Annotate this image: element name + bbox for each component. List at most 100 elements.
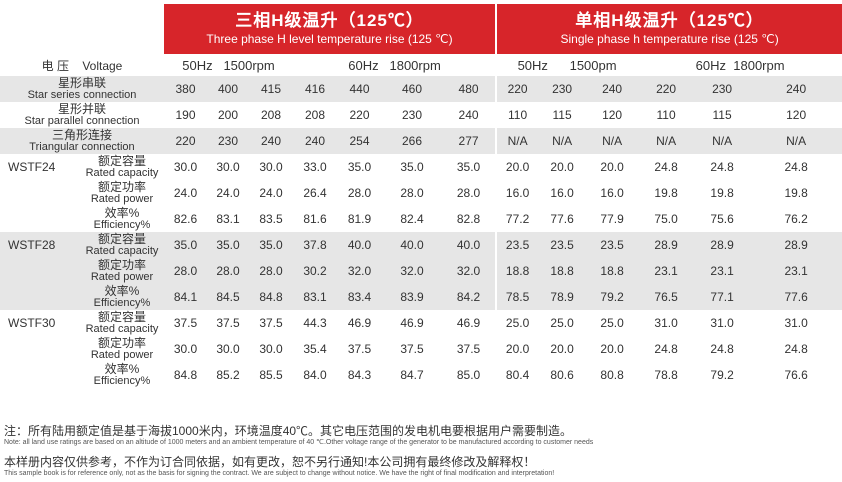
- cell-value: 20.0: [586, 154, 639, 180]
- cell-value: 37.5: [337, 336, 382, 362]
- row-label-zh: 效率%: [104, 362, 140, 376]
- row-label-en: Rated power: [90, 193, 154, 205]
- cell-value: 46.9: [382, 310, 442, 336]
- cell-value: 240: [442, 102, 497, 128]
- cell-value: 85.2: [207, 362, 249, 388]
- cell-value: 82.6: [164, 206, 207, 232]
- row-label-zh: 额定功率: [97, 180, 146, 194]
- cell-value: 77.6: [750, 284, 842, 310]
- cell-value: 28.0: [382, 180, 442, 206]
- cell-value: 16.0: [538, 180, 587, 206]
- row-label: 额定容量 Rated capacity: [80, 310, 164, 336]
- cell-value: 23.1: [750, 258, 842, 284]
- row-label-en: Rated power: [90, 271, 154, 283]
- cell-value: 37.8: [293, 232, 337, 258]
- cell-value: 37.5: [382, 336, 442, 362]
- cell-value: 84.5: [207, 284, 249, 310]
- cell-value: 110: [495, 102, 539, 128]
- cell-value: 30.0: [207, 336, 249, 362]
- model-rows: WSTF24 额定容量 Rated capacity 30.0 30.0 30.0 33.0…: [0, 154, 842, 388]
- cell-value: 31.0: [638, 310, 695, 336]
- row-label: 额定容量 Rated capacity: [80, 154, 164, 180]
- single-phase-header: 单相H级温升（125℃） Single phase h temperature …: [495, 4, 842, 54]
- three-phase-header: 三相H级温升（125℃） Three phase H level tempera…: [164, 4, 497, 54]
- row-label-zh: 三角形连接: [51, 128, 112, 142]
- cell-value: 19.8: [638, 180, 695, 206]
- row-label: 效率% Efficiency%: [80, 284, 164, 310]
- cell-value: 82.8: [442, 206, 497, 232]
- cell-value: 32.0: [382, 258, 442, 284]
- cell-value: 83.4: [337, 284, 382, 310]
- table-row: WSTF24 额定容量 Rated capacity 30.0 30.0 30.0 33.0…: [0, 154, 842, 232]
- row-label-zh: 额定容量: [97, 232, 146, 246]
- cell-value: 83.5: [249, 206, 293, 232]
- cell-value: 24.0: [249, 180, 293, 206]
- row-label-en: Efficiency%: [93, 297, 151, 309]
- row-label-zh: 额定功率: [97, 258, 146, 272]
- cell-value: 110: [638, 102, 695, 128]
- note-2-en: This sample book is for reference only, …: [4, 470, 555, 477]
- cell-value: 46.9: [442, 310, 497, 336]
- cell-value: 480: [442, 76, 497, 102]
- cell-value: N/A: [694, 128, 751, 154]
- cell-value: 220: [164, 128, 207, 154]
- freq-3ph-60: 60Hz 1800rpm: [293, 54, 497, 76]
- row-label-zh: 星形并联: [57, 102, 106, 116]
- cell-value: 28.0: [337, 180, 382, 206]
- cell-value: 30.0: [249, 336, 293, 362]
- single-phase-title-en: Single phase h temperature rise (125 ℃): [560, 32, 779, 46]
- cell-value: 77.1: [694, 284, 751, 310]
- cell-value: 76.6: [750, 362, 842, 388]
- cell-value: 84.2: [442, 284, 497, 310]
- cell-value: 76.2: [750, 206, 842, 232]
- cell-value: N/A: [538, 128, 587, 154]
- table-row: 额定功率 Rated power 30.0 30.0 30.0 35.4 37.5 37.5 3…: [0, 336, 842, 362]
- cell-value: 115: [694, 102, 751, 128]
- note-2-zh: 本样册内容仅供参考，不作为订合同依据，如有更改，恕不另行通知!本公司拥有最终修改…: [4, 455, 536, 469]
- cell-value: 18.8: [495, 258, 539, 284]
- cell-value: 24.0: [164, 180, 207, 206]
- freq-1ph-50: 50Hz 1500pm: [496, 54, 639, 76]
- cell-value: 230: [538, 76, 587, 102]
- row-label-en: Star series connection: [27, 89, 137, 101]
- cell-value: 77.9: [586, 206, 639, 232]
- cell-value: 37.5: [207, 310, 249, 336]
- cell-value: 80.4: [495, 362, 539, 388]
- cell-value: 35.4: [293, 336, 337, 362]
- cell-value: N/A: [750, 128, 842, 154]
- cell-value: 266: [382, 128, 442, 154]
- cell-value: 24.8: [694, 154, 751, 180]
- connection-row: 三角形连接 Triangular connection 220 230 240 240 25…: [0, 128, 842, 154]
- cell-value: 28.0: [249, 258, 293, 284]
- cell-value: 25.0: [495, 310, 539, 336]
- cell-value: 82.4: [382, 206, 442, 232]
- cell-value: 16.0: [495, 180, 539, 206]
- row-label-en: Rated capacity: [85, 245, 159, 257]
- cell-value: 84.3: [337, 362, 382, 388]
- cell-value: 440: [337, 76, 382, 102]
- connection-row: 星形串联 Star series connection 380 400 415 416 44…: [0, 76, 842, 102]
- cell-value: 30.0: [164, 336, 207, 362]
- cell-value: 83.1: [207, 206, 249, 232]
- row-label-zh: 额定功率: [97, 336, 146, 350]
- cell-value: 208: [293, 102, 337, 128]
- cell-value: 30.0: [249, 154, 293, 180]
- freq-3ph-50: 50Hz 1500rpm: [164, 54, 293, 76]
- cell-value: 84.7: [382, 362, 442, 388]
- row-label: 额定功率 Rated power: [80, 180, 164, 206]
- three-phase-title-zh: 三相H级温升（125℃）: [235, 11, 424, 30]
- cell-value: 240: [586, 76, 639, 102]
- row-label: 效率% Efficiency%: [80, 362, 164, 388]
- cell-value: 24.8: [694, 336, 751, 362]
- cell-value: 80.6: [538, 362, 587, 388]
- row-label: 效率% Efficiency%: [80, 206, 164, 232]
- cell-value: 79.2: [586, 284, 639, 310]
- cell-value: 35.0: [442, 154, 497, 180]
- cell-value: 120: [586, 102, 639, 128]
- cell-value: 28.9: [694, 232, 751, 258]
- cell-value: 24.0: [207, 180, 249, 206]
- cell-value: N/A: [586, 128, 639, 154]
- cell-value: 240: [249, 128, 293, 154]
- cell-value: 35.0: [382, 154, 442, 180]
- voltage-label: 电 压 Voltage: [0, 54, 164, 76]
